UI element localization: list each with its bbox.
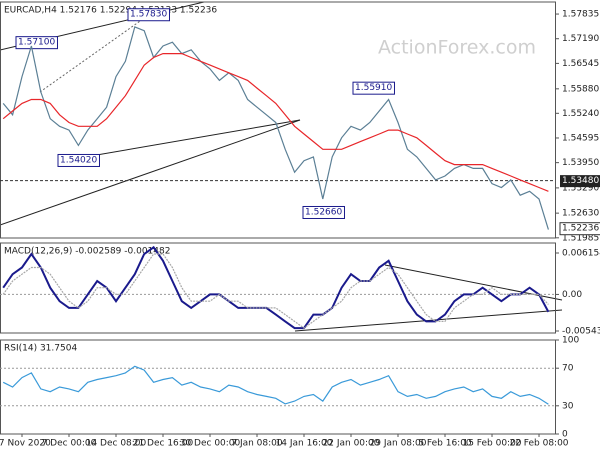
y-tick-label: 1.56545 [562,59,599,69]
current-price-label: 1.52236 [562,224,599,234]
series-line [2,53,549,192]
label-box [302,205,345,219]
y-tick-label: 1.54595 [562,133,599,143]
y-tick-label: 1.55880 [562,84,599,94]
panel-frame [0,339,556,435]
series-line [2,26,549,230]
y-tick-label: 1.57835 [562,10,599,20]
label-box [15,36,58,50]
y-tick-label: 30 [562,401,574,411]
label-box [559,222,600,236]
panel-title: MACD(12,26,9) -0.002589 -0.001482 [4,247,170,257]
level-label: 1.53480 [562,176,599,186]
annotation: 1.52660 [305,207,342,217]
y-tick-label: 0.006154 [562,249,600,259]
y-tick-label: 1.53950 [562,158,599,168]
x-tick-label: 14 Dec 08:00 [86,439,147,449]
series-line [2,245,550,330]
x-tick-label: 7 Jan 08:00 [231,439,283,449]
y-tick-label: -0.005434 [562,327,600,337]
x-tick-label: 14 Jan 16:00 [276,439,333,449]
label-box [57,153,100,167]
y-tick-label: 1.52630 [562,209,599,219]
panel-frame [0,242,556,334]
x-tick-label: 21 Dec 16:00 [133,439,194,449]
trend-line [0,119,301,226]
panel-title: EURCAD,H4 1.52176 1.52294 1.52123 1.5223… [4,6,217,16]
panel-frame [0,1,556,239]
x-tick-label: 29 Jan 08:00 [370,439,427,449]
series-line [2,253,549,329]
x-tick-label: 30 Dec 00:00 [180,439,241,449]
y-tick-label: 1.51985 [562,233,599,243]
y-tick-label: 0.00 [562,290,582,300]
annotation: 1.54020 [60,155,97,165]
x-tick-label: 5 Feb 16:00 [418,439,472,449]
series-line [2,365,549,405]
x-tick-label: 7 Dec 00:00 [42,439,97,449]
y-tick-label: 1.53290 [562,183,599,193]
trend-line [84,119,301,158]
annotation: 1.57830 [130,10,167,20]
y-tick-label: 1.55240 [562,109,599,119]
annotation: 1.57100 [18,38,55,48]
panel-title: RSI(14) 31.7504 [4,344,77,354]
y-tick-label: 100 [562,336,579,346]
label-box [560,175,600,188]
x-tick-label: 27 Nov 2020 [0,439,51,449]
label-box [127,8,170,22]
x-tick-label: 15 Feb 00:00 [462,439,521,449]
y-tick-label: 70 [562,364,574,374]
y-tick-label: 1.57190 [562,34,599,44]
x-tick-label: 22 Jan 00:00 [323,439,380,449]
trend-line [39,13,151,93]
annotation: 1.55910 [355,83,392,93]
watermark: ActionForex.com [378,37,536,59]
x-tick-label: 22 Feb 08:00 [509,439,568,449]
y-tick-label: 0 [562,430,568,440]
label-box [352,81,395,95]
